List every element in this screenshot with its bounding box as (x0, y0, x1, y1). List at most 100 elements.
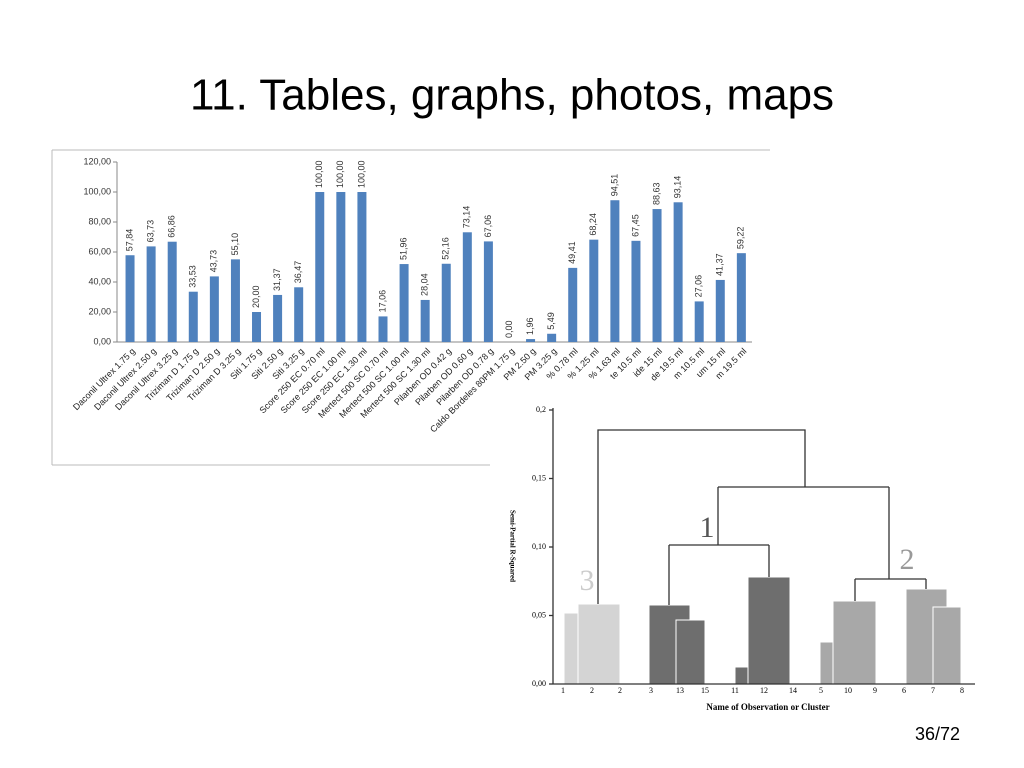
bar (209, 276, 219, 342)
leaf-label: 5 (819, 686, 823, 695)
value-label: 100,00 (314, 160, 324, 188)
value-label: 93,14 (672, 176, 682, 199)
value-label: 66,86 (167, 215, 177, 238)
cluster-bar (747, 576, 791, 685)
value-label: 63,73 (145, 220, 155, 243)
leaf-label: 2 (618, 686, 622, 695)
leaf-label: 8 (960, 686, 964, 695)
leaf-label: 14 (789, 686, 797, 695)
value-label: 27,06 (694, 275, 704, 298)
value-label: 36,47 (293, 261, 303, 284)
leaf-label: 3 (649, 686, 653, 695)
y-tick-label: 40,00 (88, 276, 111, 286)
value-label: 20,00 (251, 285, 261, 308)
value-label: 59,22 (736, 227, 746, 250)
leaf-label: 1 (561, 686, 565, 695)
value-label: 0,00 (504, 320, 514, 338)
bar (526, 339, 536, 342)
x-axis-title: Name of Observation or Cluster (706, 702, 829, 712)
y-tick-label: 60,00 (88, 246, 111, 256)
bar (146, 246, 156, 342)
bar (357, 192, 367, 342)
bar (315, 192, 325, 342)
leaf-label: 12 (760, 686, 768, 695)
y-axis-title: Semi-Partial R-Squared (508, 510, 516, 582)
bar (420, 299, 430, 342)
leaf-label: 10 (844, 686, 852, 695)
value-label: 28,04 (420, 273, 430, 296)
leaf-label: 6 (902, 686, 906, 695)
leaf-label: 11 (731, 686, 739, 695)
bar (252, 312, 262, 342)
page-number: 36/72 (915, 724, 960, 744)
bar (694, 301, 704, 342)
value-label: 100,00 (356, 160, 366, 188)
value-label: 49,41 (567, 241, 577, 264)
value-label: 43,73 (209, 250, 219, 273)
bar (610, 200, 620, 342)
bar (336, 192, 346, 342)
bar (378, 316, 388, 342)
leaf-label: 15 (701, 686, 709, 695)
value-label: 100,00 (335, 160, 345, 188)
y-tick-label: 0,05 (532, 610, 546, 619)
y-tick-label: 0,00 (532, 679, 546, 688)
leaf-label: 13 (676, 686, 684, 695)
y-tick-label: 0,2 (536, 405, 546, 414)
value-label: 94,51 (609, 174, 619, 197)
bar (294, 287, 304, 342)
cluster-bar (832, 600, 877, 685)
y-tick-label: 80,00 (88, 216, 111, 226)
value-label: 88,63 (651, 183, 661, 206)
cluster-label: 3 (580, 564, 595, 597)
value-label: 33,53 (188, 265, 198, 288)
bar (736, 253, 746, 342)
dendrogram-links (597, 429, 927, 605)
y-tick-label: 120,00 (83, 156, 111, 166)
cluster-bar (932, 606, 962, 685)
y-tick-label: 0,15 (532, 473, 546, 482)
y-tick-label: 0,00 (93, 336, 111, 346)
y-tick-label: 0,10 (532, 542, 546, 551)
bar (483, 241, 493, 342)
cluster-label: 1 (700, 511, 715, 544)
bar (462, 232, 472, 342)
value-label: 52,16 (441, 237, 451, 260)
bar (441, 263, 451, 342)
value-label: 1,96 (525, 318, 535, 336)
bar (399, 264, 409, 342)
value-label: 51,96 (398, 238, 408, 261)
leaf-label: 9 (873, 686, 877, 695)
value-label: 17,06 (377, 290, 387, 313)
value-label: 55,10 (230, 233, 240, 256)
value-label: 73,14 (462, 206, 472, 229)
cluster-label: 2 (900, 543, 915, 576)
value-label: 5,49 (546, 312, 556, 330)
bar (230, 259, 240, 342)
bar (673, 202, 683, 342)
bar (568, 267, 578, 342)
bar (589, 239, 599, 342)
dendrogram: 1 2 3 Name of Observation or Cluster Sem… (490, 398, 990, 723)
value-label: 67,45 (630, 214, 640, 237)
bar (547, 333, 557, 342)
value-label: 57,84 (124, 229, 134, 252)
value-label: 41,37 (715, 253, 725, 276)
bar (273, 294, 283, 342)
bar (167, 241, 177, 342)
y-tick-label: 20,00 (88, 306, 111, 316)
y-tick-label: 100,00 (83, 186, 111, 196)
leaf-label: 7 (931, 686, 935, 695)
slide-title: 11. Tables, graphs, photos, maps (190, 71, 834, 120)
bar (715, 279, 725, 342)
cluster-bar (577, 603, 621, 685)
bar (125, 255, 135, 342)
bar (652, 209, 662, 342)
value-label: 68,24 (588, 213, 598, 236)
bar (631, 240, 641, 342)
cluster-bar (675, 619, 706, 685)
value-label: 31,37 (272, 268, 282, 291)
value-label: 67,06 (483, 215, 493, 238)
bar (188, 291, 198, 342)
